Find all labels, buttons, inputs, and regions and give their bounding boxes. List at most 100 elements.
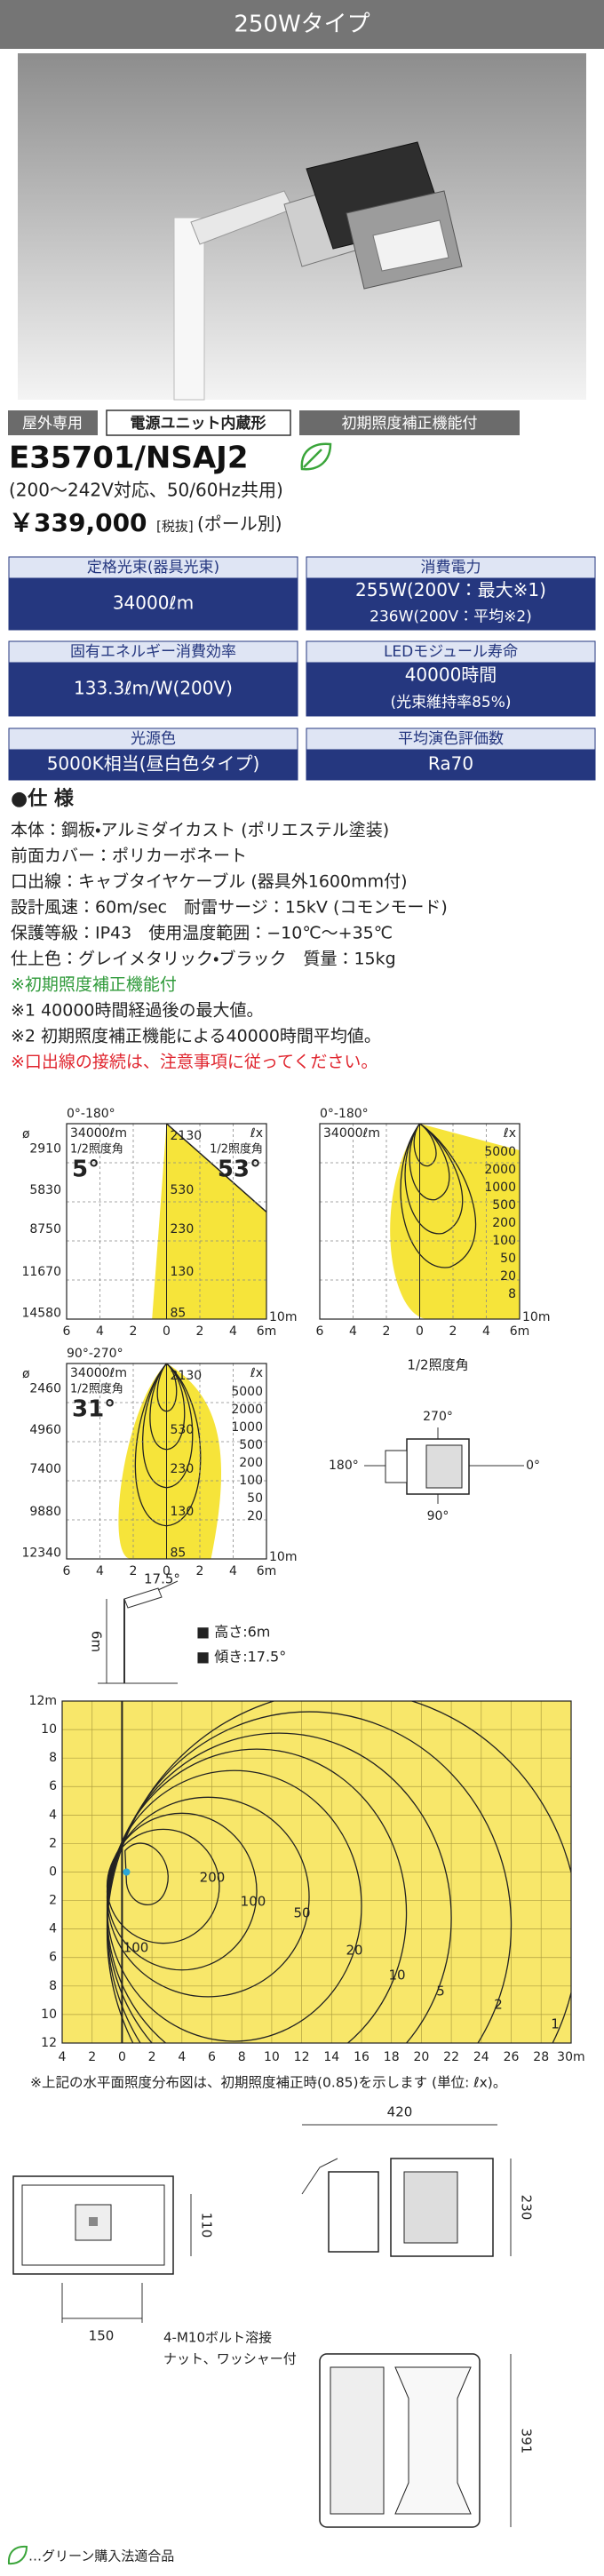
isolux-footnote: ※上記の水平面照度分布図は、初期照度補正時(0.85)を示します (単位: ℓx… — [30, 2075, 506, 2091]
level-label: 130 — [171, 1265, 195, 1279]
spec-line: ※初期照度補正機能付 — [11, 975, 177, 995]
height-label: 6m — [89, 1631, 105, 1652]
green-leaf — [7, 2545, 28, 2565]
green-leaf — [300, 442, 332, 471]
level-label: 230 — [171, 1222, 195, 1236]
lamp — [123, 1587, 163, 1609]
level-label: 1000 — [484, 1181, 516, 1195]
unit-label: ℓx — [250, 1366, 263, 1380]
spec-label-cell — [306, 640, 596, 664]
level-label: 500 — [492, 1198, 516, 1212]
half-angle-label: 1/2照度角 — [70, 1382, 123, 1396]
flux-label: 34000ℓm — [323, 1126, 380, 1141]
x-label: 0 — [163, 1324, 171, 1339]
x-label: 4 — [482, 1324, 490, 1339]
flux-label: 34000ℓm — [70, 1366, 127, 1380]
distance-label: 8750 — [29, 1222, 61, 1236]
x-label: 4 — [229, 1564, 237, 1578]
x-label: 20 — [413, 2050, 429, 2064]
installation-figure: 17.5° 6m ■ 高さ:6m ■ 傾き:17.5° — [89, 1571, 286, 1684]
dim-label: 230 — [519, 2195, 535, 2221]
x-label: 10 — [264, 2050, 280, 2064]
level-label: 130 — [171, 1505, 195, 1519]
x-label: 24 — [473, 2050, 489, 2064]
spec-label: 光源色 — [131, 730, 176, 748]
x-label: 2 — [148, 2050, 156, 2064]
distance-label: 11670 — [21, 1265, 61, 1279]
spec-line: 保護等級：IP43 使用温度範囲：−10℃〜+35℃ — [11, 924, 393, 943]
level-label: 85 — [171, 1306, 187, 1320]
level-label: 230 — [171, 1462, 195, 1476]
side-fins — [403, 2171, 458, 2244]
spec-label-cell — [8, 727, 298, 751]
pole-position — [123, 1868, 131, 1876]
x-label: 2 — [88, 2050, 96, 2064]
angle-label: 90° — [427, 1509, 449, 1523]
y-label: 12m — [29, 1694, 57, 1708]
y-label: 4 — [49, 1808, 57, 1822]
angle-line — [157, 1580, 179, 1591]
spec-label-cell — [8, 556, 298, 579]
isolux-curve — [106, 1701, 571, 2043]
level-label: 2000 — [231, 1403, 263, 1417]
spec-value: Ra70 — [428, 753, 473, 775]
distance-label: 14580 — [21, 1306, 61, 1320]
depth-label: 10m — [269, 1550, 297, 1564]
fixture-lens — [372, 219, 449, 272]
isolux-curve — [413, 1123, 437, 1167]
light-chart: 0°-180°34000ℓm ℓx500020001000500200100502… — [316, 1107, 551, 1339]
spec-value: 34000ℓm — [113, 592, 194, 614]
x-label: 6m — [510, 1324, 530, 1339]
top-lens — [394, 2366, 472, 2515]
y-label: 12 — [41, 2036, 57, 2050]
y-label: 8 — [49, 1751, 57, 1765]
bolt-note: ナット、ワッシャー付 — [163, 2351, 297, 2367]
dim-label: 420 — [387, 2104, 413, 2120]
x-label: 6m — [257, 1324, 277, 1339]
level-label: 50 — [500, 1252, 516, 1266]
distance-label: 2460 — [29, 1382, 61, 1396]
level-label: 100 — [123, 1940, 149, 1956]
plot-frame — [61, 1700, 572, 2044]
half-angle: 31° — [72, 1396, 115, 1423]
level-label: 20 — [500, 1269, 516, 1284]
x-label: 16 — [354, 2050, 370, 2064]
x-label: 6 — [208, 2050, 216, 2064]
isolux-curve — [409, 1123, 450, 1201]
side-mount — [328, 2171, 379, 2253]
level-label: 1000 — [231, 1420, 263, 1435]
green-note: …グリーン購入法適合品 — [28, 2548, 174, 2564]
level-label: 200 — [239, 1456, 263, 1470]
level-label: 20 — [247, 1509, 263, 1523]
x-label: 2 — [383, 1324, 391, 1339]
distance-label: 4960 — [29, 1423, 61, 1437]
x-label: 0 — [416, 1324, 424, 1339]
level-label: 85 — [171, 1546, 187, 1560]
dim-label: 150 — [89, 2328, 115, 2344]
spec-value-cell — [306, 662, 596, 717]
angle-label: 0° — [526, 1459, 540, 1473]
plane-label: 0°-180° — [67, 1107, 115, 1121]
half-angle-label: 1/2照度角 — [70, 1142, 123, 1157]
badge: 電源ユニット内蔵形 — [131, 414, 266, 433]
depth-label: 10m — [269, 1310, 297, 1324]
x-label: 4 — [96, 1564, 104, 1578]
price: ￥339,000 — [9, 508, 147, 537]
cable — [301, 2158, 338, 2195]
x-label: 2 — [130, 1324, 138, 1339]
x-label: 2 — [196, 1324, 204, 1339]
spec-value-cell — [306, 577, 596, 631]
x-label: 6 — [63, 1324, 71, 1339]
level-label: 500 — [239, 1438, 263, 1452]
edge-line — [166, 1123, 267, 1213]
diagram-title: 1/2照度角 — [407, 1357, 468, 1373]
y-label: 2 — [49, 1894, 57, 1908]
unit-label: ℓx — [503, 1126, 516, 1141]
plane-label: 0°-180° — [320, 1107, 369, 1121]
spec-label-cell — [306, 727, 596, 751]
level-label: 20 — [346, 1943, 362, 1959]
pole-note: (ポール別) — [197, 513, 282, 535]
spec-value: (光束維持率85%) — [390, 694, 511, 712]
